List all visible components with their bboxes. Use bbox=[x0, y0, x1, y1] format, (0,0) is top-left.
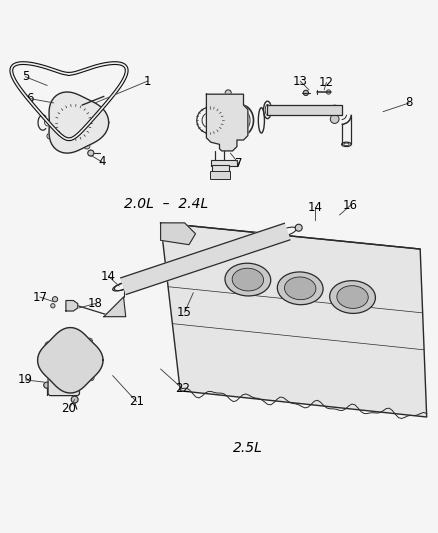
Text: 14: 14 bbox=[307, 201, 322, 214]
Circle shape bbox=[47, 133, 53, 139]
Text: 5: 5 bbox=[21, 70, 29, 83]
Circle shape bbox=[94, 106, 99, 112]
Polygon shape bbox=[267, 105, 341, 115]
Polygon shape bbox=[49, 92, 109, 153]
Text: 14: 14 bbox=[101, 270, 116, 282]
Circle shape bbox=[225, 90, 231, 96]
Polygon shape bbox=[160, 223, 426, 417]
Circle shape bbox=[59, 350, 81, 371]
Text: 18: 18 bbox=[88, 297, 102, 310]
Circle shape bbox=[88, 375, 94, 381]
Polygon shape bbox=[66, 301, 78, 311]
Circle shape bbox=[88, 150, 94, 156]
Ellipse shape bbox=[329, 281, 374, 313]
Ellipse shape bbox=[336, 286, 367, 309]
Text: 12: 12 bbox=[318, 76, 333, 89]
Circle shape bbox=[71, 396, 78, 403]
Ellipse shape bbox=[232, 268, 263, 291]
Circle shape bbox=[45, 342, 51, 348]
Text: 19: 19 bbox=[18, 374, 33, 386]
Ellipse shape bbox=[224, 263, 270, 296]
Text: 7: 7 bbox=[235, 157, 242, 171]
Circle shape bbox=[84, 143, 90, 149]
Circle shape bbox=[57, 96, 63, 102]
Text: 22: 22 bbox=[174, 382, 190, 395]
Ellipse shape bbox=[284, 277, 315, 300]
Text: 16: 16 bbox=[342, 199, 357, 212]
Circle shape bbox=[50, 304, 55, 308]
Circle shape bbox=[329, 115, 338, 124]
Text: 6: 6 bbox=[26, 92, 33, 105]
Polygon shape bbox=[104, 297, 125, 317]
Circle shape bbox=[303, 90, 308, 95]
Circle shape bbox=[44, 382, 49, 388]
FancyBboxPatch shape bbox=[48, 344, 79, 395]
Text: 21: 21 bbox=[129, 395, 144, 408]
Circle shape bbox=[329, 105, 338, 114]
Polygon shape bbox=[160, 223, 195, 245]
Circle shape bbox=[294, 224, 301, 231]
Polygon shape bbox=[120, 223, 289, 294]
Circle shape bbox=[325, 90, 330, 94]
Circle shape bbox=[50, 378, 56, 384]
Text: 17: 17 bbox=[32, 290, 47, 303]
Bar bbox=[209, 172, 229, 179]
Text: 4: 4 bbox=[98, 155, 105, 168]
Bar bbox=[211, 165, 229, 173]
Text: 1: 1 bbox=[144, 75, 151, 87]
Text: 13: 13 bbox=[292, 75, 307, 87]
Ellipse shape bbox=[277, 272, 322, 305]
Circle shape bbox=[86, 338, 92, 344]
Polygon shape bbox=[206, 94, 247, 151]
Text: 20: 20 bbox=[61, 402, 76, 415]
Bar bbox=[210, 159, 237, 166]
Text: 2.5L: 2.5L bbox=[233, 441, 262, 455]
Text: 8: 8 bbox=[405, 96, 412, 109]
Circle shape bbox=[52, 296, 57, 302]
Text: 15: 15 bbox=[177, 306, 191, 319]
Polygon shape bbox=[38, 328, 103, 393]
Text: 2.0L  –  2.4L: 2.0L – 2.4L bbox=[123, 197, 207, 211]
